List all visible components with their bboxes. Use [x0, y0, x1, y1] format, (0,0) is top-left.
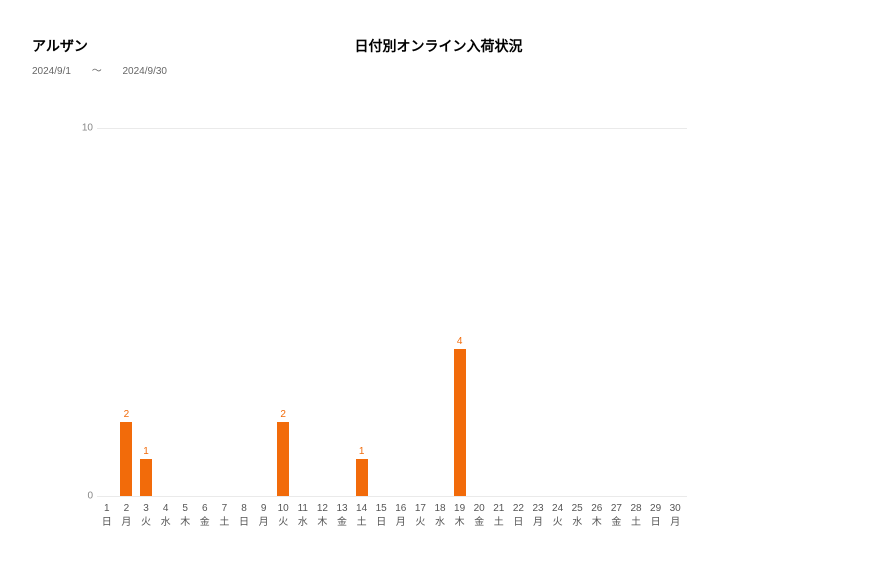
chart-bar: [552, 128, 564, 496]
chart-xtick-label: 25水: [568, 502, 587, 529]
chart-xtick-label: 6金: [195, 502, 214, 529]
chart-bar: 1: [140, 128, 152, 496]
chart-ytick-label: 0: [75, 491, 93, 502]
chart-bar-value-label: 1: [140, 446, 152, 457]
chart-xtick-label: 26木: [587, 502, 606, 529]
chart-xtick-label: 22日: [509, 502, 528, 529]
chart-bar: [199, 128, 211, 496]
chart-xtick-label: 29日: [646, 502, 665, 529]
chart-bar-value-label: 1: [356, 446, 368, 457]
chart-xtick-label: 19木: [450, 502, 469, 529]
chart-xtick-label: 1日: [97, 502, 116, 529]
date-to: 2024/9/30: [123, 66, 168, 77]
chart-bar-rect: [277, 422, 289, 496]
chart-xtick-label: 12木: [313, 502, 332, 529]
chart-bar: [630, 128, 642, 496]
chart-bar: [316, 128, 328, 496]
chart-gridline: [97, 496, 687, 497]
chart-bar: [473, 128, 485, 496]
chart-plot-area: 01021214: [97, 128, 687, 496]
date-from: 2024/9/1: [32, 66, 71, 77]
chart-xtick-label: 16月: [391, 502, 410, 529]
chart-xtick-label: 13金: [333, 502, 352, 529]
chart-bar-rect: [356, 459, 368, 496]
chart-bar: [532, 128, 544, 496]
chart-xtick-label: 9月: [254, 502, 273, 529]
chart-title: 日付別オンライン入荷状況: [0, 36, 877, 56]
chart-bar: [297, 128, 309, 496]
chart-xtick-label: 2月: [117, 502, 136, 529]
chart-bar: [375, 128, 387, 496]
chart-xtick-label: 11水: [293, 502, 312, 529]
chart-xtick-label: 10火: [274, 502, 293, 529]
chart-xtick-label: 27金: [607, 502, 626, 529]
chart-bar: [414, 128, 426, 496]
chart-bar-value-label: 2: [120, 409, 132, 420]
chart-xtick-label: 14土: [352, 502, 371, 529]
chart-xtick-label: 20金: [470, 502, 489, 529]
chart-bar: 1: [356, 128, 368, 496]
chart-bar: [218, 128, 230, 496]
chart-bar: [160, 128, 172, 496]
chart-xtick-label: 21土: [489, 502, 508, 529]
chart-bar: [179, 128, 191, 496]
chart-bar: [101, 128, 113, 496]
chart-bar-rect: [140, 459, 152, 496]
chart-xtick-label: 28土: [627, 502, 646, 529]
chart-bar-value-label: 2: [277, 409, 289, 420]
date-separator: ～: [92, 62, 102, 77]
chart-ytick-label: 10: [75, 123, 93, 134]
chart-xtick-label: 15日: [372, 502, 391, 529]
chart-bar: [591, 128, 603, 496]
chart-bar-rect: [454, 349, 466, 496]
chart-xtick-label: 8日: [235, 502, 254, 529]
chart-xtick-label: 30月: [666, 502, 685, 529]
chart-xtick-label: 23月: [529, 502, 548, 529]
chart-bar: 2: [277, 128, 289, 496]
chart-bar-value-label: 4: [454, 336, 466, 347]
chart-xtick-label: 24火: [548, 502, 567, 529]
chart-xtick-label: 17火: [411, 502, 430, 529]
chart-bar: [395, 128, 407, 496]
chart-bar: [512, 128, 524, 496]
chart-bar: [258, 128, 270, 496]
chart-bar: 4: [454, 128, 466, 496]
chart-bar: [493, 128, 505, 496]
date-range: 2024/9/1 ～ 2024/9/30: [32, 62, 167, 77]
chart-bar: [238, 128, 250, 496]
chart-xtick-label: 7土: [215, 502, 234, 529]
chart-xtick-label: 3火: [137, 502, 156, 529]
chart-bar: [669, 128, 681, 496]
chart-bar: [650, 128, 662, 496]
chart-bar: [336, 128, 348, 496]
chart-xtick-label: 18水: [431, 502, 450, 529]
chart-bar: [434, 128, 446, 496]
chart-bar: 2: [120, 128, 132, 496]
chart-bar: [571, 128, 583, 496]
chart-bar-rect: [120, 422, 132, 496]
chart-bar: [610, 128, 622, 496]
chart-xtick-label: 5木: [176, 502, 195, 529]
chart-xtick-label: 4水: [156, 502, 175, 529]
